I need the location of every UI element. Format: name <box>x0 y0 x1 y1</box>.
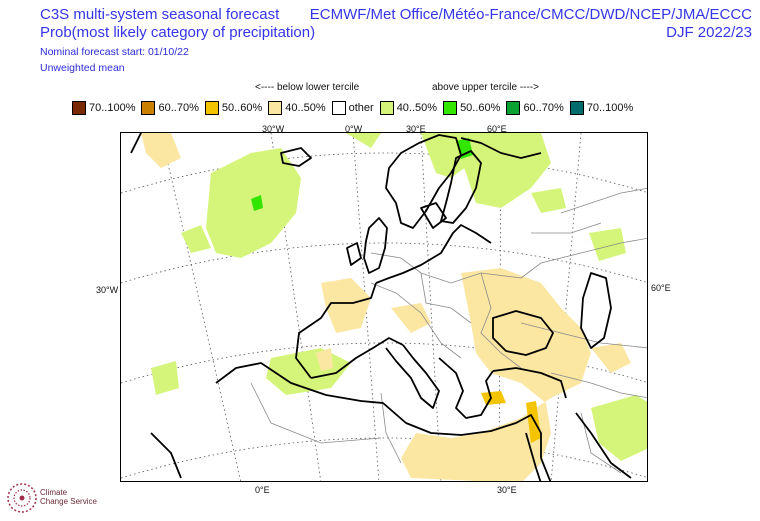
tick-bottom-30e: 30°E <box>497 485 517 495</box>
legend-item: 70..100% <box>72 101 135 115</box>
systems-block: ECMWF/Met Office/Météo-France/CMCC/DWD/N… <box>310 6 752 42</box>
systems-label: ECMWF/Met Office/Météo-France/CMCC/DWD/N… <box>309 6 752 23</box>
legend-item: 70..100% <box>569 101 634 115</box>
legend-item: 60..70% <box>141 101 199 115</box>
logo-text: Climate Change Service <box>40 488 97 506</box>
title-block: C3S multi-system seasonal forecast Prob(… <box>40 6 315 42</box>
legend-above-label: above upper tercile ----> <box>432 82 539 93</box>
legend-label: 40..50% <box>396 102 438 114</box>
legend-swatch <box>443 101 458 115</box>
nominal-start: Nominal forecast start: 01/10/22 <box>40 46 189 58</box>
legend-item: 40..50% <box>379 101 438 115</box>
climate-change-service-logo <box>7 483 37 513</box>
tick-top-30w: 30°W <box>262 124 285 134</box>
below-50-60-regions <box>481 391 541 443</box>
legend-label: 70..100% <box>586 102 634 114</box>
tick-right-60e: 60°E <box>651 283 671 293</box>
legend-item: other <box>331 101 374 115</box>
legend-item: 40..50% <box>268 101 326 115</box>
legend-label: 70..100% <box>89 102 136 114</box>
season-label: DJF 2022/23 <box>666 24 752 41</box>
map-canvas <box>121 133 647 481</box>
tick-top-0w: 0°W <box>345 124 363 134</box>
legend-label: other <box>348 102 374 114</box>
title-line1: C3S multi-system seasonal forecast <box>40 6 280 23</box>
legend-swatch <box>379 101 394 115</box>
legend-label: 40..50% <box>285 102 326 114</box>
legend-swatch <box>72 101 86 115</box>
legend-swatch <box>569 101 584 115</box>
coastlines <box>130 133 632 481</box>
legend: 70..100% 60..70% 50..60% 40..50% other 4… <box>72 100 639 116</box>
mean-type: Unweighted mean <box>40 62 125 74</box>
legend-swatch <box>141 101 156 115</box>
legend-label: 50..60% <box>221 102 263 114</box>
tick-top-30e: 30°E <box>406 124 426 134</box>
above-40-50-regions <box>151 133 647 461</box>
legend-item: 60..70% <box>506 101 564 115</box>
graticule <box>121 133 647 481</box>
logo-line2: Change Service <box>40 497 97 506</box>
legend-swatch <box>506 101 521 115</box>
legend-item: 50..60% <box>443 101 500 115</box>
tick-top-60e: 60°E <box>487 124 507 134</box>
legend-below-label: <---- below lower tercile <box>255 82 360 93</box>
forecast-map <box>120 132 648 482</box>
title-line2: Prob(most likely category of precipitati… <box>40 24 316 41</box>
legend-swatch <box>331 101 346 115</box>
tick-bottom-0e: 0°E <box>255 485 270 495</box>
legend-label: 60..70% <box>523 102 564 114</box>
legend-swatch <box>268 101 283 115</box>
tick-left-30w: 30°W <box>96 285 119 295</box>
legend-label: 60..70% <box>158 102 199 114</box>
legend-label: 50..60% <box>460 102 501 114</box>
legend-swatch <box>204 101 219 115</box>
legend-item: 50..60% <box>204 101 263 115</box>
country-borders <box>250 187 647 474</box>
logo-line1: Climate <box>40 488 68 497</box>
